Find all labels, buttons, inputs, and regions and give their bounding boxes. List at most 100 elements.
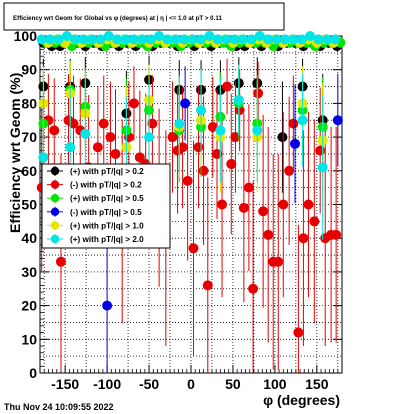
legend-label: (+) with pT/|q| > 1.0: [70, 221, 144, 230]
data-point: [293, 327, 304, 338]
data-point: [263, 229, 274, 240]
data-point: [309, 216, 320, 227]
data-point: [313, 34, 324, 45]
data-point: [222, 81, 233, 92]
y-tick-label: 70: [21, 129, 37, 145]
legend-label: (-) with pT/|q| > 0.5: [70, 208, 142, 217]
data-point: [331, 229, 342, 240]
y-tick-label: 10: [21, 331, 37, 347]
data-point: [98, 118, 109, 129]
series-3: [102, 66, 343, 373]
y-tick-label: 100: [14, 28, 38, 44]
data-point: [55, 256, 66, 267]
y-tick-label: 90: [21, 62, 37, 78]
x-tick-label: 150: [305, 376, 329, 392]
data-point: [278, 199, 289, 210]
data-point: [179, 34, 190, 45]
data-point: [271, 34, 282, 45]
data-point: [144, 132, 155, 143]
data-point: [193, 142, 204, 153]
data-point: [103, 31, 114, 41]
legend-box: [41, 163, 171, 249]
data-point: [296, 34, 307, 45]
data-point: [330, 34, 341, 45]
data-point: [290, 138, 301, 149]
data-point: [263, 34, 274, 45]
data-point: [277, 132, 288, 143]
data-point: [221, 34, 232, 45]
data-point: [110, 148, 121, 159]
data-point: [170, 34, 181, 45]
data-point: [36, 34, 47, 45]
data-point: [317, 162, 328, 173]
data-point: [174, 118, 185, 129]
data-point: [226, 159, 237, 170]
y-tick-label: 40: [21, 230, 37, 246]
data-point: [92, 142, 103, 153]
data-point: [298, 233, 309, 244]
data-point: [284, 165, 295, 176]
data-point: [229, 34, 240, 45]
y-tick-label: 20: [21, 298, 37, 314]
data-point: [321, 34, 332, 45]
data-point: [297, 115, 308, 126]
data-point: [315, 145, 326, 156]
data-point: [128, 34, 139, 45]
data-point: [253, 88, 264, 99]
data-point: [215, 125, 226, 136]
x-axis-tick-labels: -150 -100 -50 0 50 100 150: [51, 376, 329, 392]
data-point: [187, 34, 198, 45]
data-point: [248, 283, 259, 294]
data-point: [49, 125, 60, 136]
legend-label: (-) with pT/|q| > 0.2: [70, 181, 142, 190]
data-point: [305, 31, 316, 41]
data-point: [80, 128, 91, 139]
legend-marker: [50, 180, 60, 189]
data-point: [303, 199, 314, 210]
legend-label: (+) with pT/|q| > 0.5: [70, 194, 144, 203]
y-tick-label: 60: [21, 163, 37, 179]
data-point: [254, 31, 265, 41]
x-tick-label: 0: [187, 376, 195, 392]
data-point: [134, 152, 145, 163]
x-tick-label: 50: [225, 376, 241, 392]
y-tick-label: 0: [29, 365, 37, 381]
y-axis-title: Efficiency wrt Geom (%): [7, 73, 23, 233]
data-point: [246, 34, 257, 45]
data-point: [233, 95, 244, 106]
data-point: [258, 206, 269, 217]
data-point: [288, 118, 299, 129]
data-point: [188, 243, 199, 254]
data-point: [70, 34, 81, 45]
data-point: [68, 118, 79, 129]
data-point: [87, 34, 98, 45]
data-point: [167, 132, 178, 143]
data-point: [145, 34, 156, 45]
data-point: [252, 125, 263, 136]
data-point: [65, 142, 76, 153]
data-point: [38, 152, 49, 163]
x-tick-label: 100: [263, 376, 287, 392]
y-axis-tick-labels: 0 10 20 30 40 50 60 70 80 90 100: [14, 28, 38, 381]
data-point: [202, 280, 213, 291]
legend-marker: [50, 166, 60, 176]
x-tick-label: -100: [93, 376, 121, 392]
data-point: [212, 148, 223, 159]
y-tick-label: 50: [21, 197, 37, 213]
data-point: [196, 34, 207, 45]
data-point: [198, 165, 209, 176]
data-point: [217, 199, 228, 210]
legend-label: (+) with pT/|q| > 2.0: [70, 235, 144, 244]
x-tick-label: -150: [51, 376, 79, 392]
data-point: [128, 98, 139, 109]
chart-title: Efficiency wrt Geom for Global vs φ (deg…: [13, 15, 222, 22]
data-point: [288, 34, 299, 45]
data-point: [147, 118, 158, 129]
y-tick-label: 80: [21, 95, 37, 111]
legend: (+) with pT/|q| > 0.2 (-) with pT/|q| > 0…: [41, 163, 171, 249]
timestamp: Thu Nov 24 10:09:55 2022: [4, 402, 114, 412]
data-point: [332, 115, 343, 126]
legend-label: (+) with pT/|q| > 0.2: [70, 167, 144, 176]
legend-marker: [50, 234, 60, 244]
